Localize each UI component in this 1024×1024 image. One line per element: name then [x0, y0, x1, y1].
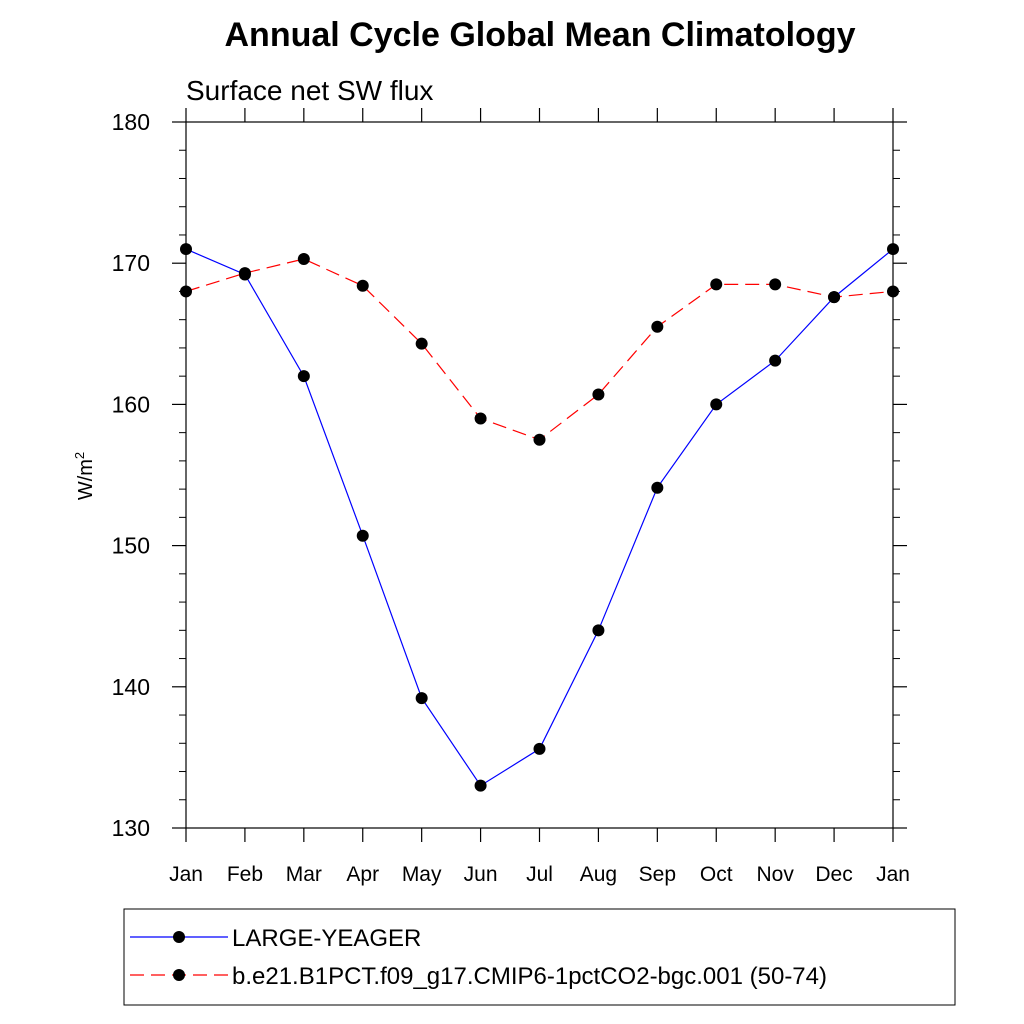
x-tick-label: Jan [169, 863, 203, 886]
legend-label: b.e21.B1PCT.f09_g17.CMIP6-1pctCO2-bgc.00… [232, 963, 827, 990]
x-tick-label: Nov [756, 863, 794, 886]
data-point [651, 481, 664, 494]
data-point [887, 243, 899, 256]
axes: 130 140 150 160 170 180 Jan Feb Mar Apr May Jun Jul A… [112, 108, 910, 886]
data-point [415, 692, 428, 705]
data-point [533, 742, 546, 755]
y-tick-label: 170 [112, 250, 150, 276]
data-point [356, 279, 369, 292]
legend-marker [173, 931, 185, 943]
legend-marker [173, 969, 185, 981]
legend: LARGE-YEAGER b.e21.B1PCT.f09_g17.CMIP6-1p… [123, 908, 956, 1006]
x-tick-label: May [402, 863, 442, 886]
data-point [297, 252, 310, 265]
data-point [356, 529, 369, 542]
x-tick-label: Mar [286, 863, 322, 886]
data-point [710, 398, 723, 411]
data-point [592, 388, 605, 401]
x-tick-label: Jun [464, 863, 498, 886]
y-tick-label: 180 [112, 109, 150, 135]
x-tick-label: Aug [580, 863, 617, 886]
data-point [297, 370, 310, 383]
y-axis-label-text: W/m [75, 459, 97, 500]
y-axis-label: W/m2 [72, 452, 97, 500]
data-point [887, 285, 899, 298]
data-point [180, 285, 192, 298]
x-tick-label: Oct [700, 863, 733, 886]
series-layer [180, 243, 899, 792]
series-2 [180, 252, 899, 446]
x-tick-label: Jul [526, 863, 553, 886]
data-point [474, 779, 487, 792]
data-point [474, 412, 487, 425]
data-point [710, 278, 723, 291]
chart-subtitle: Surface net SW flux [186, 75, 433, 106]
data-point [238, 267, 251, 280]
data-point [592, 624, 605, 637]
y-axis-label-superscript: 2 [72, 452, 87, 459]
data-point [769, 354, 782, 367]
x-tick-label: Jan [876, 863, 910, 886]
x-tick-label: Sep [639, 863, 676, 886]
data-point [180, 243, 192, 256]
x-tick-label: Feb [227, 863, 263, 886]
data-point [415, 337, 428, 350]
chart-title: Annual Cycle Global Mean Climatology [225, 16, 856, 54]
legend-label: LARGE-YEAGER [232, 925, 421, 952]
y-tick-label: 130 [112, 815, 150, 841]
data-point [651, 320, 664, 333]
y-tick-label: 140 [112, 674, 150, 700]
x-tick-label: Dec [815, 863, 852, 886]
y-tick-label: 150 [112, 533, 150, 559]
data-point [769, 278, 782, 291]
x-tick-label: Apr [346, 863, 379, 886]
legend-box [123, 908, 956, 1006]
data-point [533, 433, 546, 446]
data-point [828, 291, 841, 304]
y-tick-label: 160 [112, 391, 150, 417]
